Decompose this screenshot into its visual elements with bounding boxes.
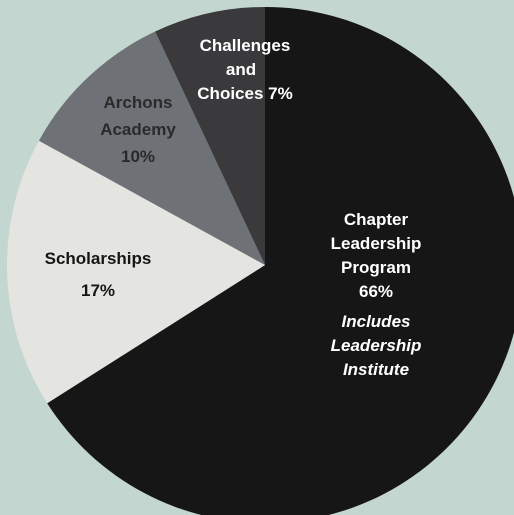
- slice-label-challenges-and-choices-line-3: Choices 7%: [197, 84, 292, 103]
- pie-slice-scholarships: [6, 140, 266, 404]
- slice-label-archons-academy-line-1: Archons: [104, 93, 173, 112]
- slice-note-chapter-leadership-program-line-2: Leadership: [331, 336, 422, 355]
- slice-label-archons-academy-line-3: 10%: [121, 147, 155, 166]
- slice-label-chapter-leadership-program-line-3: Program: [341, 258, 411, 277]
- pie-slice-chapter-leadership-program: [47, 7, 514, 515]
- slice-label-challenges-and-choices-line-1: Challenges: [200, 36, 291, 55]
- slice-label-scholarships-line-2: 17%: [81, 281, 115, 300]
- slice-label-chapter-leadership-program-line-4: 66%: [359, 282, 393, 301]
- slice-note-chapter-leadership-program-line-3: Institute: [343, 360, 409, 379]
- slice-label-challenges-and-choices-line-2: and: [226, 60, 256, 79]
- slice-label-chapter-leadership-program-line-2: Leadership: [331, 234, 422, 253]
- pie-slice-archons-academy: [38, 31, 265, 265]
- slice-note-chapter-leadership-program-line-1: Includes: [342, 312, 411, 331]
- pie-slice-challenges-and-choices: [155, 6, 265, 265]
- slice-label-scholarships-line-1: Scholarships: [45, 249, 152, 268]
- slice-label-chapter-leadership-program-line-1: Chapter: [344, 210, 409, 229]
- slice-label-archons-academy-line-2: Academy: [100, 120, 176, 139]
